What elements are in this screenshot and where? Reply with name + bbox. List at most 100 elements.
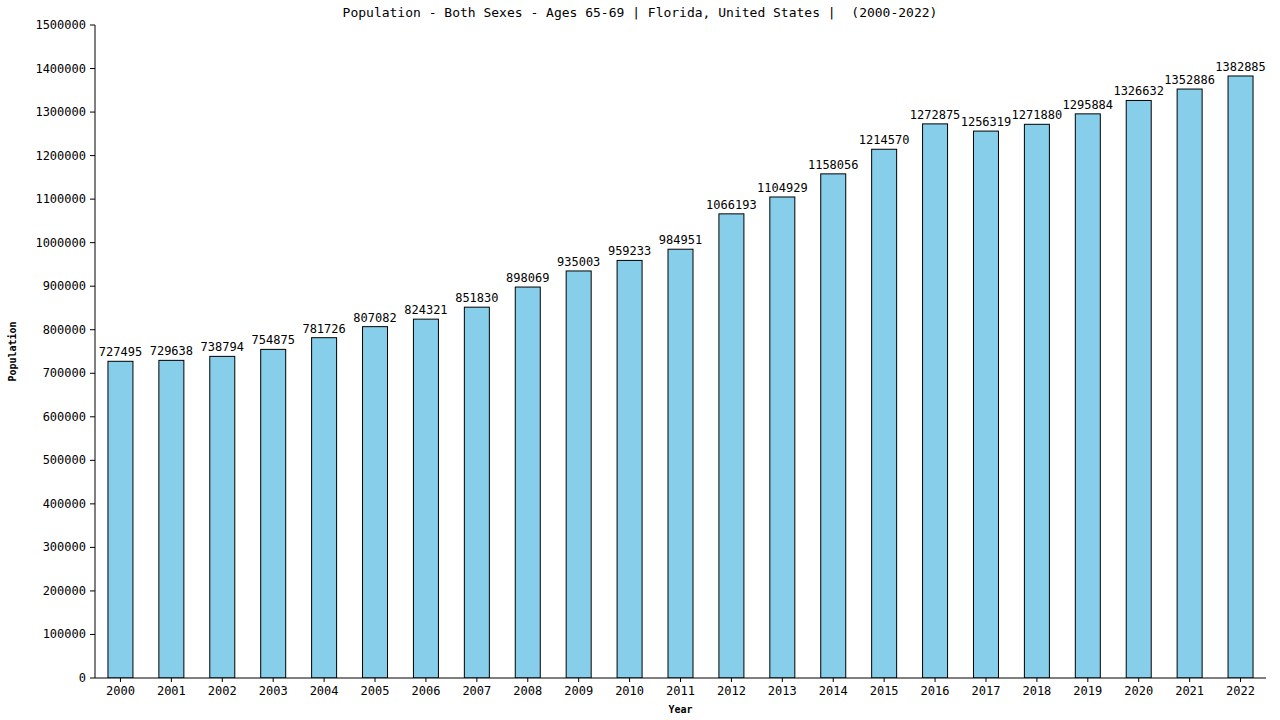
y-tick-label: 600000 <box>43 410 86 424</box>
x-tick <box>935 678 936 682</box>
x-tick <box>985 678 986 682</box>
x-tick-label: 2005 <box>361 684 390 698</box>
x-tick-label: 2002 <box>208 684 237 698</box>
y-tick <box>90 590 95 591</box>
y-tick <box>90 547 95 548</box>
data-label: 898069 <box>506 271 549 285</box>
bar <box>261 349 286 678</box>
data-label: 1326632 <box>1113 84 1164 98</box>
data-label: 1256319 <box>961 115 1012 129</box>
bar <box>719 214 744 678</box>
x-tick <box>476 678 477 682</box>
x-tick <box>629 678 630 682</box>
y-tick <box>90 416 95 417</box>
data-label: 984951 <box>659 233 702 247</box>
bar <box>159 360 184 678</box>
x-tick-label: 2021 <box>1175 684 1204 698</box>
bar <box>1024 124 1049 678</box>
x-tick-label: 2019 <box>1073 684 1102 698</box>
x-tick <box>1240 678 1241 682</box>
bar <box>1126 100 1151 678</box>
x-tick-label: 2009 <box>564 684 593 698</box>
x-tick-label: 2004 <box>310 684 339 698</box>
data-label: 1271880 <box>1012 108 1063 122</box>
x-tick-label: 2014 <box>819 684 848 698</box>
x-tick-label: 2018 <box>1022 684 1051 698</box>
data-label: 1352886 <box>1164 73 1215 87</box>
x-tick-label: 2008 <box>513 684 542 698</box>
data-label: 781726 <box>302 322 345 336</box>
bar <box>1177 89 1202 678</box>
y-tick-label: 1300000 <box>35 105 86 119</box>
x-tick <box>578 678 579 682</box>
y-tick-label: 500000 <box>43 453 86 467</box>
data-label: 727495 <box>99 345 142 359</box>
bar <box>363 327 388 678</box>
x-tick-label: 2011 <box>666 684 695 698</box>
data-label: 1104929 <box>757 181 808 195</box>
x-tick <box>1036 678 1037 682</box>
bar <box>770 197 795 678</box>
x-tick <box>782 678 783 682</box>
data-label: 729638 <box>150 344 193 358</box>
y-tick-label: 1400000 <box>35 62 86 76</box>
data-label: 738794 <box>201 340 244 354</box>
y-tick <box>90 329 95 330</box>
y-tick-label: 200000 <box>43 584 86 598</box>
y-tick-label: 0 <box>79 671 86 685</box>
x-tick <box>171 678 172 682</box>
bar <box>1228 76 1253 678</box>
bar <box>668 249 693 678</box>
x-tick-label: 2000 <box>106 684 135 698</box>
x-tick-label: 2001 <box>157 684 186 698</box>
y-tick <box>90 678 95 679</box>
background <box>0 0 1280 720</box>
x-tick <box>324 678 325 682</box>
data-label: 824321 <box>404 303 447 317</box>
data-label: 754875 <box>252 333 295 347</box>
y-axis-line <box>95 25 96 678</box>
x-tick <box>425 678 426 682</box>
bar <box>566 271 591 678</box>
title: Population - Both Sexes - Ages 65-69 | F… <box>343 5 938 20</box>
bar <box>464 307 489 678</box>
x-tick-label: 2017 <box>972 684 1001 698</box>
bar <box>1075 114 1100 678</box>
x-tick-label: 2022 <box>1226 684 1255 698</box>
y-tick-label: 300000 <box>43 540 86 554</box>
y-tick <box>90 373 95 374</box>
data-label: 1066193 <box>706 198 757 212</box>
y-tick <box>90 155 95 156</box>
y-tick-label: 1500000 <box>35 18 86 32</box>
x-tick <box>273 678 274 682</box>
bars <box>108 76 1253 678</box>
y-tick <box>90 460 95 461</box>
bar <box>413 319 438 678</box>
y-tick <box>90 112 95 113</box>
x-tick <box>120 678 121 682</box>
y-tick-label: 700000 <box>43 366 86 380</box>
y-tick-label: 400000 <box>43 497 86 511</box>
x-tick <box>1138 678 1139 682</box>
y-tick <box>90 286 95 287</box>
x-tick-label: 2013 <box>768 684 797 698</box>
x-tick-label: 2003 <box>259 684 288 698</box>
data-label: 1272875 <box>910 108 961 122</box>
data-label: 935003 <box>557 255 600 269</box>
bar <box>108 361 133 678</box>
x-tick <box>731 678 732 682</box>
y-tick <box>90 503 95 504</box>
x-tick <box>833 678 834 682</box>
data-label: 959233 <box>608 244 651 258</box>
y-axis-label: Population <box>7 321 18 381</box>
data-label: 1214570 <box>859 133 910 147</box>
bar <box>312 338 337 678</box>
y-tick <box>90 68 95 69</box>
data-label: 807082 <box>353 311 396 325</box>
y-tick <box>90 242 95 243</box>
x-tick-label: 2020 <box>1124 684 1153 698</box>
data-label: 1295884 <box>1063 98 1114 112</box>
y-tick <box>90 199 95 200</box>
y-tick-label: 800000 <box>43 323 86 337</box>
bar <box>821 174 846 678</box>
